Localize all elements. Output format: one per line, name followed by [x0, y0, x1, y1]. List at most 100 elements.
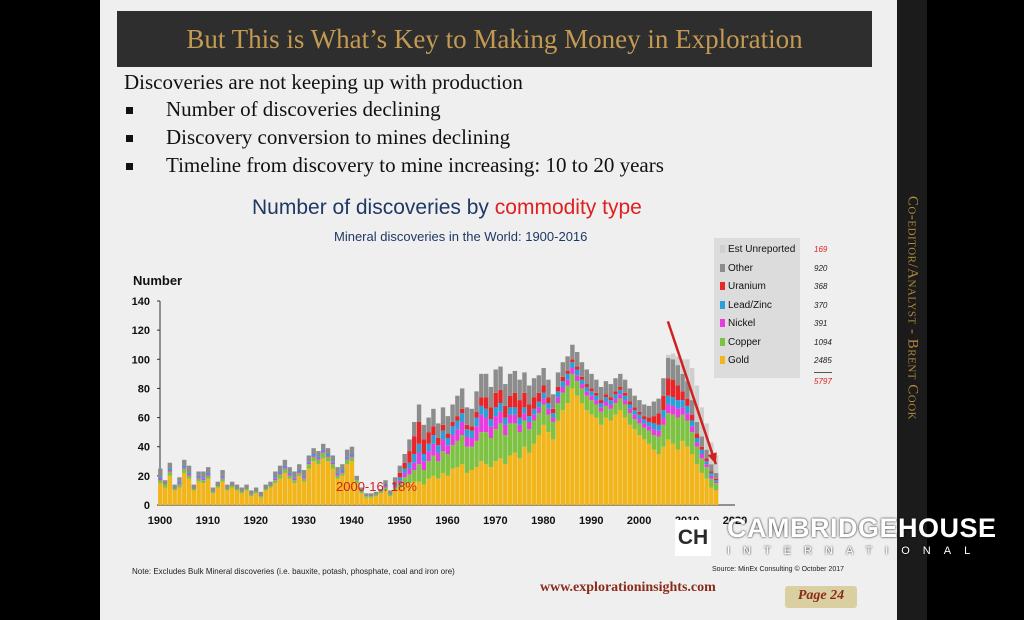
bar-segment: [220, 475, 225, 478]
bar-segment: [177, 487, 182, 505]
bar-segment: [273, 477, 278, 479]
bar-segment: [546, 403, 551, 409]
bar-segment: [426, 443, 431, 452]
x-tick-label: 1990: [579, 515, 603, 527]
slide-title: But This is What’s Key to Making Money i…: [186, 24, 803, 54]
bar-segment: [565, 403, 570, 505]
bar-segment: [656, 436, 661, 454]
bar-segment: [661, 446, 666, 505]
bar-segment: [555, 397, 561, 403]
legend-item: Lead/Zinc: [720, 300, 772, 311]
bar-segment: [277, 465, 283, 472]
bar-segment: [354, 480, 359, 484]
bar-segment: [412, 470, 417, 482]
bar-segment: [608, 397, 613, 401]
bar-segment: [685, 420, 690, 447]
bar-segment: [527, 404, 532, 417]
x-tick-label: 2020: [723, 515, 747, 527]
bar-segment: [685, 405, 690, 414]
bar-segment: [325, 456, 331, 462]
bar-segment: [618, 373, 623, 387]
bar-segment: [306, 468, 312, 505]
bar-segment: [689, 368, 695, 401]
bar-segment: [464, 407, 470, 425]
bar-segment: [402, 454, 407, 463]
bar-segment: [661, 417, 666, 425]
bar-segment: [574, 369, 580, 376]
bar-segment: [598, 424, 604, 505]
bar-segment: [210, 491, 216, 494]
bar-segment: [234, 490, 240, 505]
bar-segment: [459, 435, 465, 465]
bar-segment: [613, 378, 618, 392]
bar-segment: [277, 472, 283, 475]
bar-segment: [340, 472, 345, 476]
bar-segment: [426, 417, 431, 433]
website-link[interactable]: www.explorationinsights.com: [540, 580, 716, 595]
bar-segment: [637, 400, 642, 412]
bar-segment: [469, 408, 474, 427]
bar-segment: [560, 386, 566, 393]
bar-segment: [397, 477, 403, 481]
bar-segment: [512, 452, 518, 505]
x-tick-label: 2000: [627, 515, 651, 527]
bar-segment: [167, 475, 173, 505]
bar-segment: [287, 478, 292, 505]
legend-total-rule: [814, 372, 832, 373]
bar-segment: [263, 488, 268, 491]
bar-segment: [642, 416, 647, 420]
bar-segment: [474, 411, 479, 418]
title-bar: But This is What’s Key to Making Money i…: [117, 11, 872, 67]
bar-segment: [574, 366, 580, 370]
legend-label: Copper: [728, 336, 761, 348]
bar-segment: [637, 411, 642, 415]
bar-segment: [713, 490, 719, 505]
legend-total-value: 920: [814, 263, 828, 273]
bar-segment: [450, 435, 455, 446]
bar-segment: [507, 414, 513, 424]
bar-segment: [622, 400, 628, 405]
bar-segment: [685, 381, 690, 399]
bar-segment: [206, 475, 211, 479]
cambridge-house-logo-icon: CH: [675, 520, 711, 556]
bar-segment: [440, 439, 446, 452]
bar-segment: [167, 470, 173, 472]
bar-segment: [311, 454, 316, 456]
bar-segment: [670, 353, 676, 360]
bar-segment: [661, 410, 666, 418]
bar-segment: [709, 478, 714, 488]
bar-segment: [158, 477, 163, 479]
bar-segment: [608, 404, 613, 409]
bar-segment: [364, 493, 369, 497]
bar-segment: [301, 475, 307, 478]
bar-segment: [392, 487, 398, 491]
bar-segment: [292, 480, 297, 484]
bar-segment: [565, 373, 570, 380]
chart-title: Number of discoveries by commodity type: [252, 196, 642, 220]
legend-swatch: [720, 319, 725, 328]
bar-segment: [570, 362, 575, 369]
bar-segment: [598, 403, 604, 408]
bar-segment: [574, 352, 580, 367]
x-tick-label: 1930: [292, 515, 316, 527]
bar-segment: [685, 398, 690, 406]
bar-segment: [383, 486, 388, 488]
bar-segment: [287, 472, 292, 475]
bar-segment: [536, 435, 542, 505]
bar-segment: [239, 491, 244, 494]
legend-total-value: 391: [814, 319, 828, 328]
bar-segment: [498, 423, 503, 459]
bar-segment: [680, 440, 685, 505]
bar-segment: [527, 421, 532, 430]
bar-segment: [656, 413, 661, 425]
bar-segment: [344, 459, 350, 465]
bar-segment: [699, 458, 704, 473]
y-tick-label: 80: [138, 383, 150, 395]
bar-segment: [680, 391, 685, 401]
bar-segment: [229, 486, 235, 488]
watermark-subtitle: INTERNATIONAL: [727, 545, 984, 557]
bar-segment: [709, 464, 714, 472]
bar-segment: [177, 481, 182, 484]
bar-segment: [666, 413, 671, 440]
x-tick-label: 1940: [339, 515, 363, 527]
